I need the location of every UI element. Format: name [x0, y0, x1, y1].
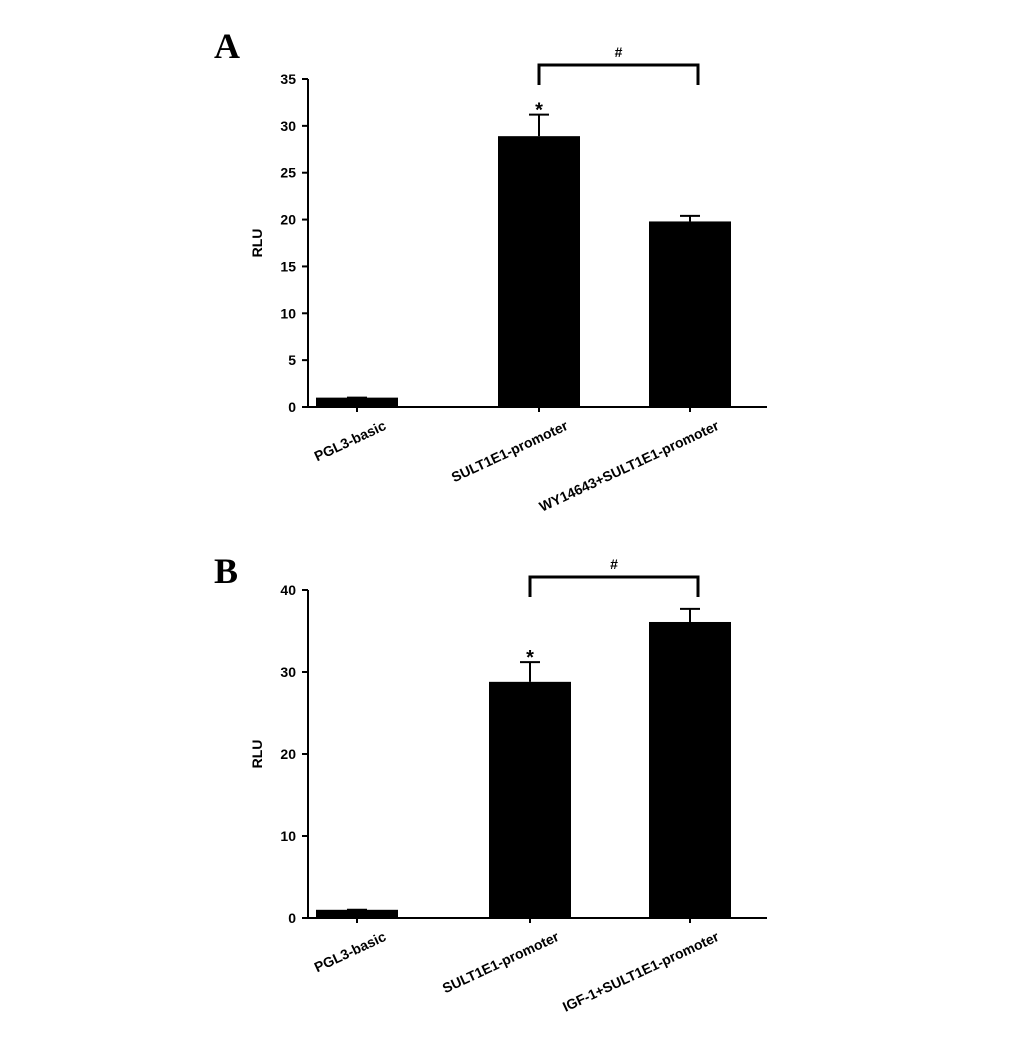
y-axis-label: RLU	[249, 229, 265, 258]
y-tick-label: 10	[280, 305, 296, 321]
comparison-bracket	[528, 575, 700, 597]
x-tick-label: SULT1E1-promoter	[440, 928, 562, 996]
y-axis-label: RLU	[249, 740, 265, 769]
comparison-mark: #	[610, 556, 618, 572]
y-tick-label: 25	[280, 165, 296, 181]
bar	[316, 909, 398, 918]
y-tick-label: 35	[280, 71, 296, 87]
comparison-bracket	[537, 63, 700, 85]
bar	[489, 681, 571, 918]
bar	[498, 136, 580, 407]
comparison-mark: #	[615, 44, 623, 60]
bar	[649, 221, 731, 407]
y-tick-label: 15	[280, 258, 296, 274]
bar	[316, 397, 398, 407]
y-tick-label: 10	[280, 828, 296, 844]
significance-mark: *	[526, 647, 534, 669]
significance-mark: *	[535, 100, 543, 122]
x-tick-label: PGL3-basic	[312, 417, 389, 464]
x-tick-label: IGF-1+SULT1E1-promoter	[560, 928, 722, 1015]
panel-letter: B	[214, 551, 238, 591]
y-tick-label: 20	[280, 746, 296, 762]
y-tick-label: 0	[288, 910, 296, 926]
y-tick-label: 0	[288, 399, 296, 415]
panel-letter: A	[214, 26, 240, 66]
bar	[649, 621, 731, 918]
y-tick-label: 5	[288, 352, 296, 368]
y-tick-label: 30	[280, 118, 296, 134]
y-tick-label: 30	[280, 664, 296, 680]
y-tick-label: 40	[280, 582, 296, 598]
y-tick-label: 20	[280, 212, 296, 228]
x-tick-label: SULT1E1-promoter	[449, 417, 571, 485]
x-tick-label: PGL3-basic	[312, 928, 389, 975]
